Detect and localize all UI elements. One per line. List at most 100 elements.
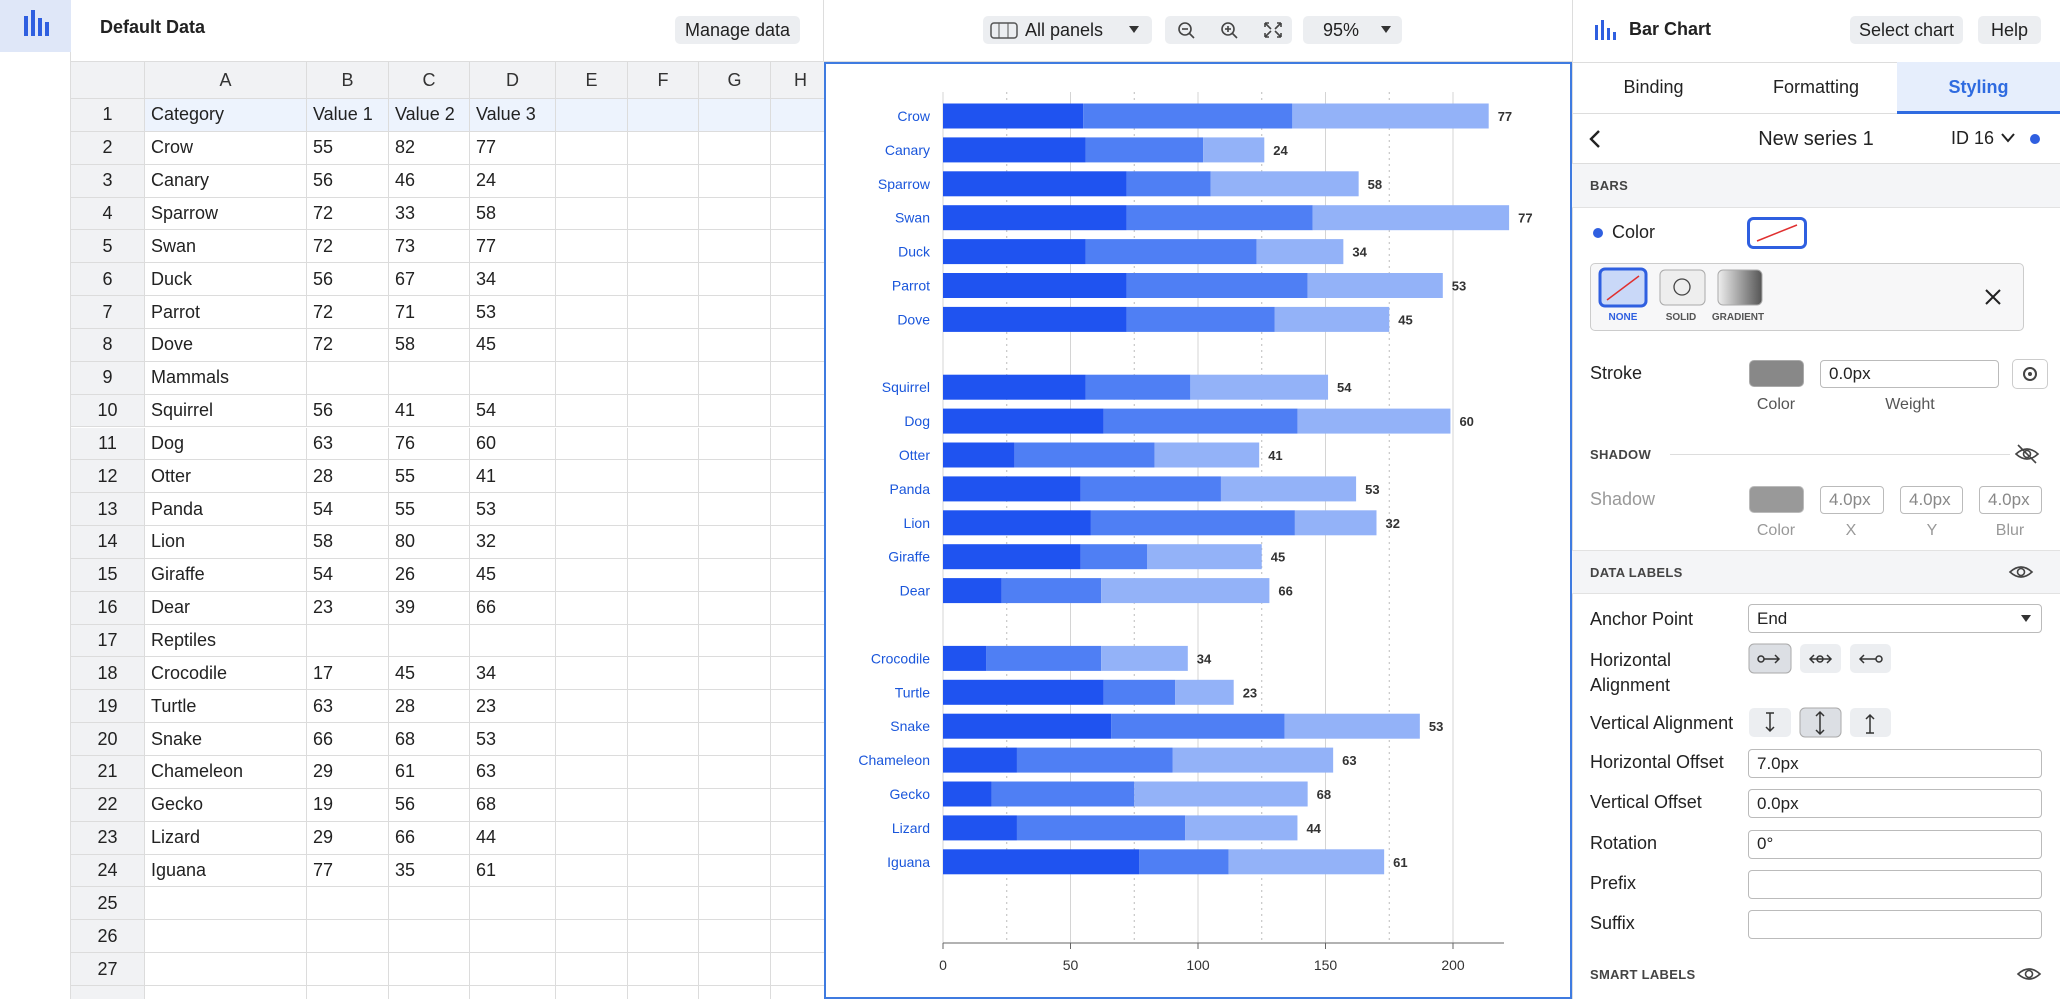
cell[interactable]: 54 <box>307 493 389 527</box>
cell[interactable]: 61 <box>470 854 556 888</box>
cell[interactable] <box>771 230 824 264</box>
cell[interactable]: 45 <box>470 328 556 362</box>
cell[interactable]: 56 <box>307 164 389 198</box>
cell[interactable] <box>771 526 824 559</box>
cell[interactable] <box>771 756 824 789</box>
cell[interactable]: Dog <box>145 427 307 461</box>
cell[interactable] <box>556 953 628 986</box>
cell[interactable] <box>628 99 699 132</box>
cell[interactable]: 72 <box>307 197 389 231</box>
manage-data-button[interactable]: Manage data <box>675 16 800 44</box>
cell[interactable] <box>556 131 628 165</box>
cell[interactable] <box>699 296 771 329</box>
cell[interactable]: Crow <box>145 131 307 165</box>
cell[interactable]: 41 <box>389 394 470 428</box>
cell[interactable] <box>470 953 556 986</box>
cell[interactable]: 73 <box>389 230 470 264</box>
cell[interactable]: 17 <box>307 657 389 691</box>
cell[interactable]: 19 <box>307 788 389 822</box>
cell[interactable] <box>556 493 628 527</box>
cell[interactable]: Lizard <box>145 821 307 855</box>
cell[interactable]: 56 <box>307 263 389 297</box>
cell[interactable] <box>556 657 628 691</box>
close-button[interactable] <box>1983 287 2003 307</box>
cell[interactable] <box>699 99 771 132</box>
cell[interactable]: 53 <box>470 723 556 756</box>
cell[interactable] <box>699 690 771 724</box>
cell[interactable]: 72 <box>307 328 389 362</box>
cell[interactable] <box>470 920 556 954</box>
cell[interactable]: 68 <box>389 723 470 756</box>
cell[interactable]: 68 <box>470 788 556 822</box>
cell[interactable] <box>389 985 470 999</box>
cell[interactable] <box>628 920 699 954</box>
chart-nav[interactable] <box>0 0 71 52</box>
cell[interactable]: 45 <box>470 558 556 592</box>
cell[interactable] <box>628 263 699 297</box>
cell[interactable] <box>307 624 389 658</box>
shadow-blur-input[interactable]: 4.0px <box>1979 486 2042 514</box>
stroke-weight-input[interactable]: 0.0px <box>1820 360 1999 388</box>
cell[interactable] <box>771 920 824 954</box>
cell[interactable] <box>628 854 699 888</box>
cell[interactable]: Giraffe <box>145 558 307 592</box>
cell[interactable]: 24 <box>470 164 556 198</box>
cell[interactable]: 55 <box>389 460 470 494</box>
cell[interactable] <box>771 592 824 625</box>
tab[interactable]: Binding <box>1623 77 1684 97</box>
cell[interactable] <box>699 460 771 494</box>
cell[interactable] <box>556 788 628 822</box>
cell[interactable]: 82 <box>389 131 470 165</box>
cell[interactable]: 55 <box>389 493 470 527</box>
cell[interactable] <box>145 985 307 999</box>
cell[interactable] <box>628 296 699 329</box>
cell[interactable] <box>145 920 307 954</box>
cell[interactable] <box>699 821 771 855</box>
cell[interactable] <box>699 657 771 691</box>
cell[interactable]: Dove <box>145 328 307 362</box>
cell[interactable] <box>628 821 699 855</box>
cell[interactable] <box>556 230 628 264</box>
cell[interactable] <box>470 624 556 658</box>
cell[interactable]: 77 <box>470 131 556 165</box>
cell[interactable] <box>556 427 628 461</box>
cell[interactable] <box>307 920 389 954</box>
cell[interactable] <box>699 788 771 822</box>
cell[interactable] <box>771 198 824 231</box>
cell[interactable]: 58 <box>307 526 389 559</box>
shadow-y-input[interactable]: 4.0px <box>1900 486 1963 514</box>
zoom-controls[interactable] <box>1165 16 1292 44</box>
cell[interactable] <box>771 723 824 756</box>
field-input[interactable]: 0° <box>1748 829 2042 859</box>
cell[interactable] <box>556 985 628 999</box>
cell[interactable] <box>699 756 771 789</box>
cell[interactable] <box>556 854 628 888</box>
cell[interactable] <box>628 131 699 165</box>
cell[interactable]: 67 <box>389 263 470 297</box>
cell[interactable]: Mammals <box>145 361 307 395</box>
cell[interactable] <box>556 394 628 428</box>
cell[interactable] <box>628 657 699 691</box>
cell[interactable] <box>556 723 628 756</box>
cell[interactable]: 66 <box>389 821 470 855</box>
cell[interactable] <box>699 624 771 658</box>
stroke-settings[interactable] <box>2012 359 2048 389</box>
cell[interactable]: 34 <box>470 657 556 691</box>
cell[interactable] <box>699 164 771 198</box>
cell[interactable]: 35 <box>389 854 470 888</box>
cell[interactable]: 60 <box>470 427 556 461</box>
cell[interactable]: 63 <box>307 690 389 724</box>
cell[interactable]: Iguana <box>145 854 307 888</box>
cell[interactable] <box>307 887 389 921</box>
cell[interactable]: 63 <box>307 427 389 461</box>
cell[interactable]: Reptiles <box>145 624 307 658</box>
cell[interactable] <box>771 953 824 986</box>
cell[interactable]: 58 <box>470 197 556 231</box>
cell[interactable] <box>556 756 628 789</box>
cell[interactable] <box>556 887 628 921</box>
cell[interactable] <box>628 493 699 527</box>
cell[interactable] <box>699 591 771 625</box>
cell[interactable]: 80 <box>389 526 470 559</box>
cell[interactable] <box>699 920 771 954</box>
cell[interactable]: Chameleon <box>145 756 307 789</box>
